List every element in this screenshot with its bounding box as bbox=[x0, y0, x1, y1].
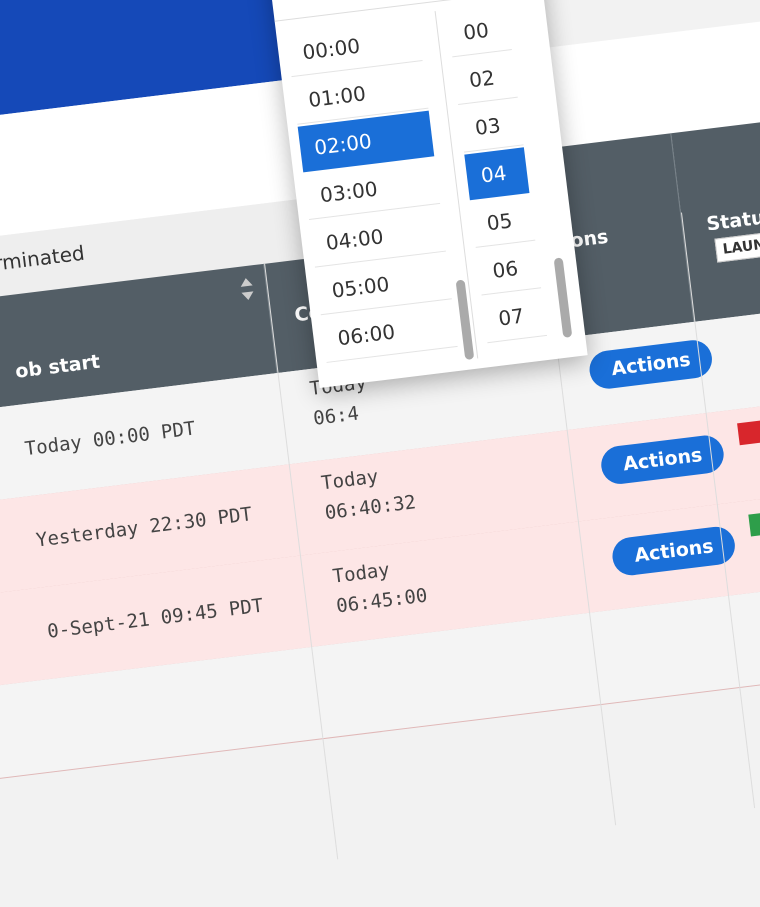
time-option[interactable]: 03 bbox=[458, 99, 524, 153]
time-option[interactable]: 06 bbox=[475, 242, 542, 296]
error-badge bbox=[737, 420, 760, 446]
scrollbar bbox=[553, 257, 573, 338]
header-cell[interactable]: ob start bbox=[0, 263, 278, 421]
scrollbar bbox=[455, 279, 475, 361]
cell: Today 06:45:00 bbox=[331, 558, 429, 618]
actions-button[interactable]: Actions bbox=[610, 524, 738, 578]
time-picker: Past 24 hrs 00:0001:0002:0003:0004:0005:… bbox=[267, 0, 588, 388]
cell: Today 06:40:32 bbox=[319, 465, 418, 525]
time-option[interactable]: 02 bbox=[452, 52, 518, 105]
cell: 0-Sept-21 09:45 PDT bbox=[46, 594, 265, 643]
actions-button[interactable]: Actions bbox=[599, 433, 727, 487]
screen: s erminated ob start Com ctions Status T… bbox=[0, 0, 760, 860]
time-option[interactable]: 00 bbox=[446, 4, 512, 58]
page: s erminated ob start Com ctions Status T… bbox=[0, 0, 760, 860]
sort-icon bbox=[240, 278, 254, 300]
header-text: Status bbox=[705, 205, 760, 236]
cell: Today 00:00 PDT bbox=[23, 417, 197, 461]
time-option[interactable]: 05 bbox=[470, 194, 536, 248]
ok-badge bbox=[748, 511, 760, 537]
time-option[interactable]: 04 bbox=[464, 147, 530, 201]
header-text: ob start bbox=[14, 350, 102, 383]
actions-button[interactable]: Actions bbox=[587, 338, 715, 391]
time-option[interactable]: 07 bbox=[481, 290, 548, 344]
cell: Yesterday 22:30 PDT bbox=[34, 503, 254, 552]
